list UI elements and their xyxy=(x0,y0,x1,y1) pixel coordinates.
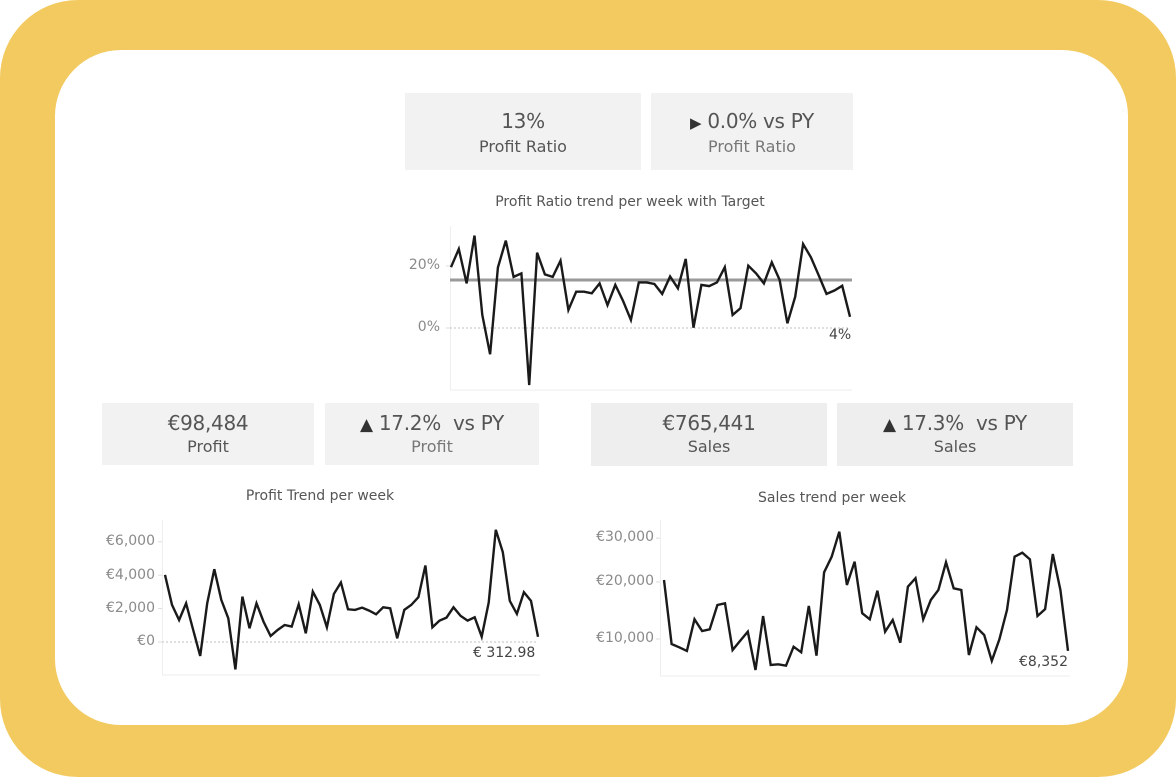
y-tick-label: €10,000 xyxy=(596,630,654,646)
kpi-value: €98,484 xyxy=(167,411,249,435)
data-line xyxy=(662,531,1070,671)
triangle-right-icon: ▶ xyxy=(690,114,702,132)
kpi-profit: €98,484 Profit xyxy=(102,403,314,465)
y-tick-label: €4,000 xyxy=(106,567,155,583)
kpi-value-row: ▲ 17.3% vs PY xyxy=(837,411,1073,435)
kpi-value: 17.2% vs PY xyxy=(378,411,504,435)
y-tick-label: 0% xyxy=(417,319,440,335)
chart-title-profit: Profit Trend per week xyxy=(245,488,395,504)
chart-title-profit-ratio: Profit Ratio trend per week with Target xyxy=(495,194,765,210)
kpi-value-row: ▲ 17.2% vs PY xyxy=(325,411,539,435)
kpi-label: Profit Ratio xyxy=(479,137,567,156)
kpi-label: Sales xyxy=(687,437,731,456)
data-line xyxy=(163,529,540,670)
kpi-value-row: ▶ 0.0% vs PY xyxy=(651,109,853,133)
y-tick-label: €20,000 xyxy=(596,573,654,589)
y-tick-label: €6,000 xyxy=(106,533,155,549)
kpi-value: 0.0% vs PY xyxy=(707,109,814,133)
end-value-label: 4% xyxy=(829,327,852,343)
kpi-value: 13% xyxy=(501,109,545,133)
y-tick-label: €0 xyxy=(137,633,155,649)
chart-title-sales: Sales trend per week xyxy=(758,490,906,506)
kpi-value: €765,441 xyxy=(662,411,756,435)
y-tick-label: €2,000 xyxy=(106,600,155,616)
triangle-up-icon: ▲ xyxy=(360,415,373,435)
kpi-profit-vs-py: ▲ 17.2% vs PY Profit xyxy=(325,403,539,465)
y-tick-label: 20% xyxy=(408,257,440,273)
data-line xyxy=(449,235,852,386)
kpi-label: Profit Ratio xyxy=(708,137,796,156)
kpi-profit-ratio-vs-py: ▶ 0.0% vs PY Profit Ratio xyxy=(651,93,853,170)
profit-ratio-line-chart[interactable] xyxy=(446,226,852,391)
kpi-label: Sales xyxy=(933,437,977,456)
triangle-up-icon: ▲ xyxy=(883,415,896,435)
end-value-label: €8,352 xyxy=(1019,654,1068,670)
sales-line-chart[interactable] xyxy=(656,520,1073,678)
kpi-sales: €765,441 Sales xyxy=(591,403,827,466)
kpi-value: 17.3% vs PY xyxy=(901,411,1027,435)
kpi-profit-ratio: 13% Profit Ratio xyxy=(405,93,641,170)
y-tick-label: €30,000 xyxy=(596,529,654,545)
kpi-label: Profit xyxy=(411,437,453,456)
end-value-label: € 312.98 xyxy=(473,645,536,661)
kpi-sales-vs-py: ▲ 17.3% vs PY Sales xyxy=(837,403,1073,466)
kpi-label: Profit xyxy=(187,437,229,456)
profit-line-chart[interactable] xyxy=(158,520,540,678)
